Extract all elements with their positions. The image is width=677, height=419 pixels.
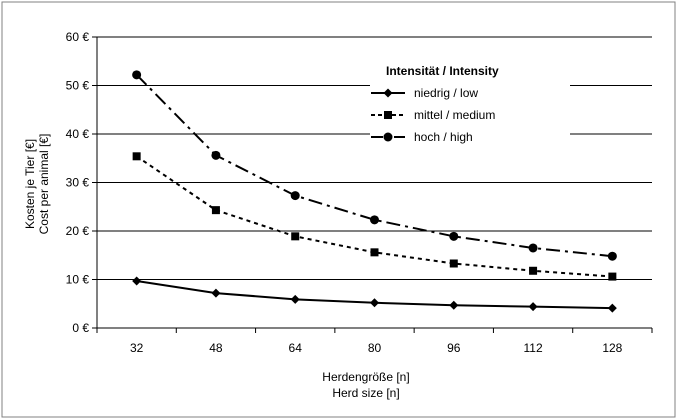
y-axis-title-de: Kosten je Tier [€]	[23, 139, 37, 229]
data-point-circle-64	[290, 191, 300, 201]
legend-marker-circle	[383, 132, 393, 142]
series	[132, 70, 617, 313]
y-tick-label-60: 60 €	[66, 30, 90, 44]
data-point-diamond-128	[607, 303, 617, 313]
data-point-diamond-32	[132, 276, 142, 286]
x-tick-label-80: 80	[368, 341, 382, 355]
data-point-diamond-112	[528, 302, 538, 312]
x-tick-label-112: 112	[524, 341, 543, 355]
legend-label-square: mittel / medium	[414, 108, 495, 122]
data-point-diamond-80	[370, 298, 379, 308]
legend-marker-square	[384, 111, 392, 119]
data-point-square-96	[449, 259, 458, 268]
x-tick-label-48: 48	[209, 341, 223, 355]
data-point-circle-32	[132, 70, 142, 80]
data-point-circle-112	[528, 243, 538, 253]
legend-title: Intensität / Intensity	[386, 64, 499, 78]
y-tick-label-20: 20 €	[66, 224, 90, 238]
y-tick-label-10: 10 €	[66, 273, 90, 287]
legend-marker-diamond	[383, 88, 393, 98]
data-point-circle-96	[449, 231, 459, 241]
data-point-circle-48	[211, 150, 221, 160]
x-axis-title-en: Herd size [n]	[332, 386, 399, 400]
data-point-square-112	[529, 266, 538, 275]
data-point-diamond-64	[290, 294, 300, 304]
y-tick-label-30: 30 €	[66, 176, 90, 190]
legend-label-circle: hoch / high	[414, 130, 473, 144]
data-point-square-128	[608, 272, 617, 281]
legend: Intensität / Intensity niedrig / low mitt…	[370, 58, 570, 152]
legend-items: niedrig / low mittel / medium hoch / high	[371, 86, 495, 144]
x-tick-label-32: 32	[130, 341, 144, 355]
data-point-diamond-96	[449, 300, 459, 310]
y-tick-label-50: 50 €	[66, 79, 90, 93]
y-tick-label-0: 0 €	[72, 321, 89, 335]
x-tick-label-128: 128	[602, 341, 622, 355]
data-point-diamond-48	[211, 288, 221, 298]
data-point-circle-80	[370, 215, 379, 225]
y-tick-label-40: 40 €	[66, 127, 90, 141]
data-point-square-48	[211, 206, 220, 215]
y-axis-title-en: Cost per animal [€]	[37, 134, 51, 235]
data-point-square-64	[291, 232, 300, 241]
axes: 0 € 10 € 20 € 30 € 40 € 50 € 60 € 32 48 64 80 96 112…	[66, 30, 653, 355]
data-point-circle-128	[607, 251, 617, 261]
x-axis-title-de: Herdengröße [n]	[322, 370, 409, 384]
data-point-square-32	[132, 152, 141, 161]
legend-label-diamond: niedrig / low	[414, 86, 478, 100]
axis-titles: Herdengröße [n] Herd size [n] Kosten je …	[23, 134, 410, 400]
data-point-square-80	[370, 248, 379, 257]
x-tick-label-96: 96	[447, 341, 461, 355]
x-tick-label-64: 64	[289, 341, 303, 355]
